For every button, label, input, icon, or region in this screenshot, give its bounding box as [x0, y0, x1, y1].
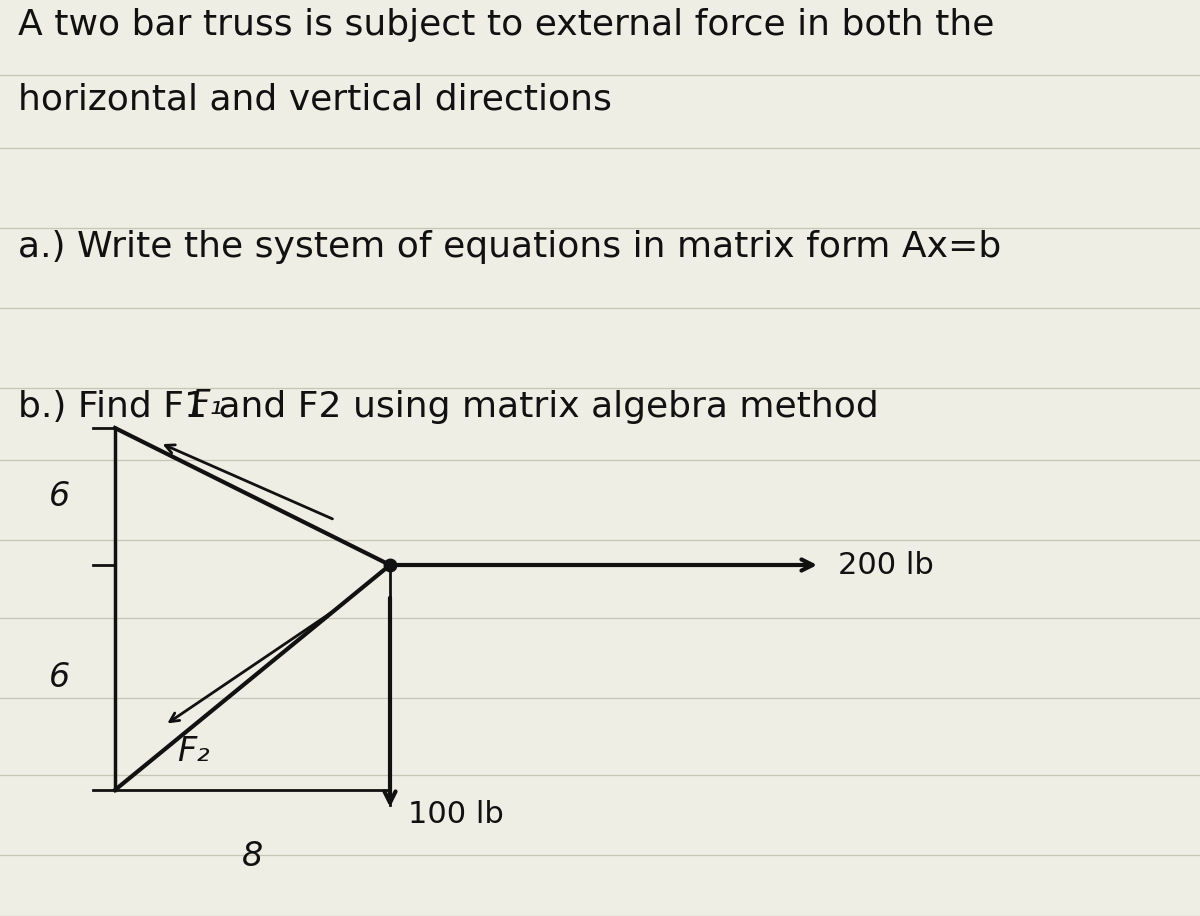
Text: 6: 6 [49, 661, 71, 694]
Text: 6: 6 [49, 480, 71, 513]
Text: 200 lb: 200 lb [838, 551, 934, 580]
Text: F₂: F₂ [178, 735, 210, 768]
Text: horizontal and vertical directions: horizontal and vertical directions [18, 82, 612, 116]
Text: F₁: F₁ [190, 388, 223, 421]
Text: a.) Write the system of equations in matrix form Ax=b: a.) Write the system of equations in mat… [18, 230, 1001, 264]
Text: A two bar truss is subject to external force in both the: A two bar truss is subject to external f… [18, 8, 995, 42]
Text: 8: 8 [242, 840, 263, 873]
Text: b.) Find F1 and F2 using matrix algebra method: b.) Find F1 and F2 using matrix algebra … [18, 390, 878, 424]
Text: 100 lb: 100 lb [408, 800, 504, 829]
